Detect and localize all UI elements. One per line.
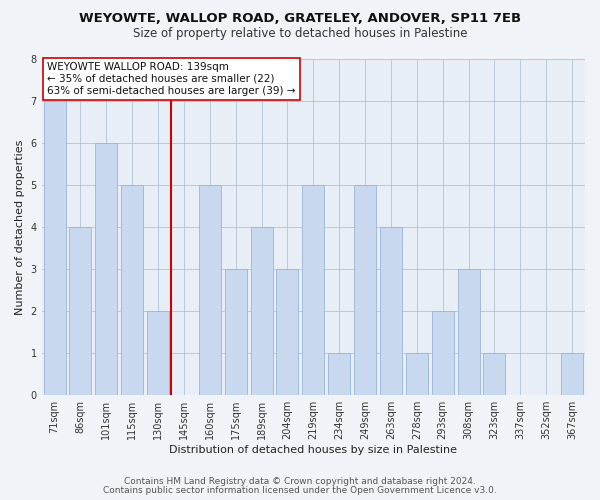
X-axis label: Distribution of detached houses by size in Palestine: Distribution of detached houses by size …: [169, 445, 457, 455]
Bar: [354, 185, 376, 395]
Text: WEYOWTE, WALLOP ROAD, GRATELEY, ANDOVER, SP11 7EB: WEYOWTE, WALLOP ROAD, GRATELEY, ANDOVER,…: [79, 12, 521, 26]
Bar: [121, 185, 143, 395]
Bar: [432, 311, 454, 395]
Bar: [44, 101, 65, 395]
Bar: [70, 227, 91, 395]
Bar: [328, 353, 350, 395]
Text: Contains HM Land Registry data © Crown copyright and database right 2024.: Contains HM Land Registry data © Crown c…: [124, 477, 476, 486]
Bar: [199, 185, 221, 395]
Bar: [458, 269, 479, 395]
Bar: [406, 353, 428, 395]
Y-axis label: Number of detached properties: Number of detached properties: [15, 140, 25, 315]
Bar: [147, 311, 169, 395]
Text: Size of property relative to detached houses in Palestine: Size of property relative to detached ho…: [133, 28, 467, 40]
Text: WEYOWTE WALLOP ROAD: 139sqm
← 35% of detached houses are smaller (22)
63% of sem: WEYOWTE WALLOP ROAD: 139sqm ← 35% of det…: [47, 62, 296, 96]
Bar: [225, 269, 247, 395]
Text: Contains public sector information licensed under the Open Government Licence v3: Contains public sector information licen…: [103, 486, 497, 495]
Bar: [251, 227, 272, 395]
Bar: [380, 227, 402, 395]
Bar: [277, 269, 298, 395]
Bar: [95, 143, 118, 395]
Bar: [484, 353, 505, 395]
Bar: [302, 185, 325, 395]
Bar: [561, 353, 583, 395]
